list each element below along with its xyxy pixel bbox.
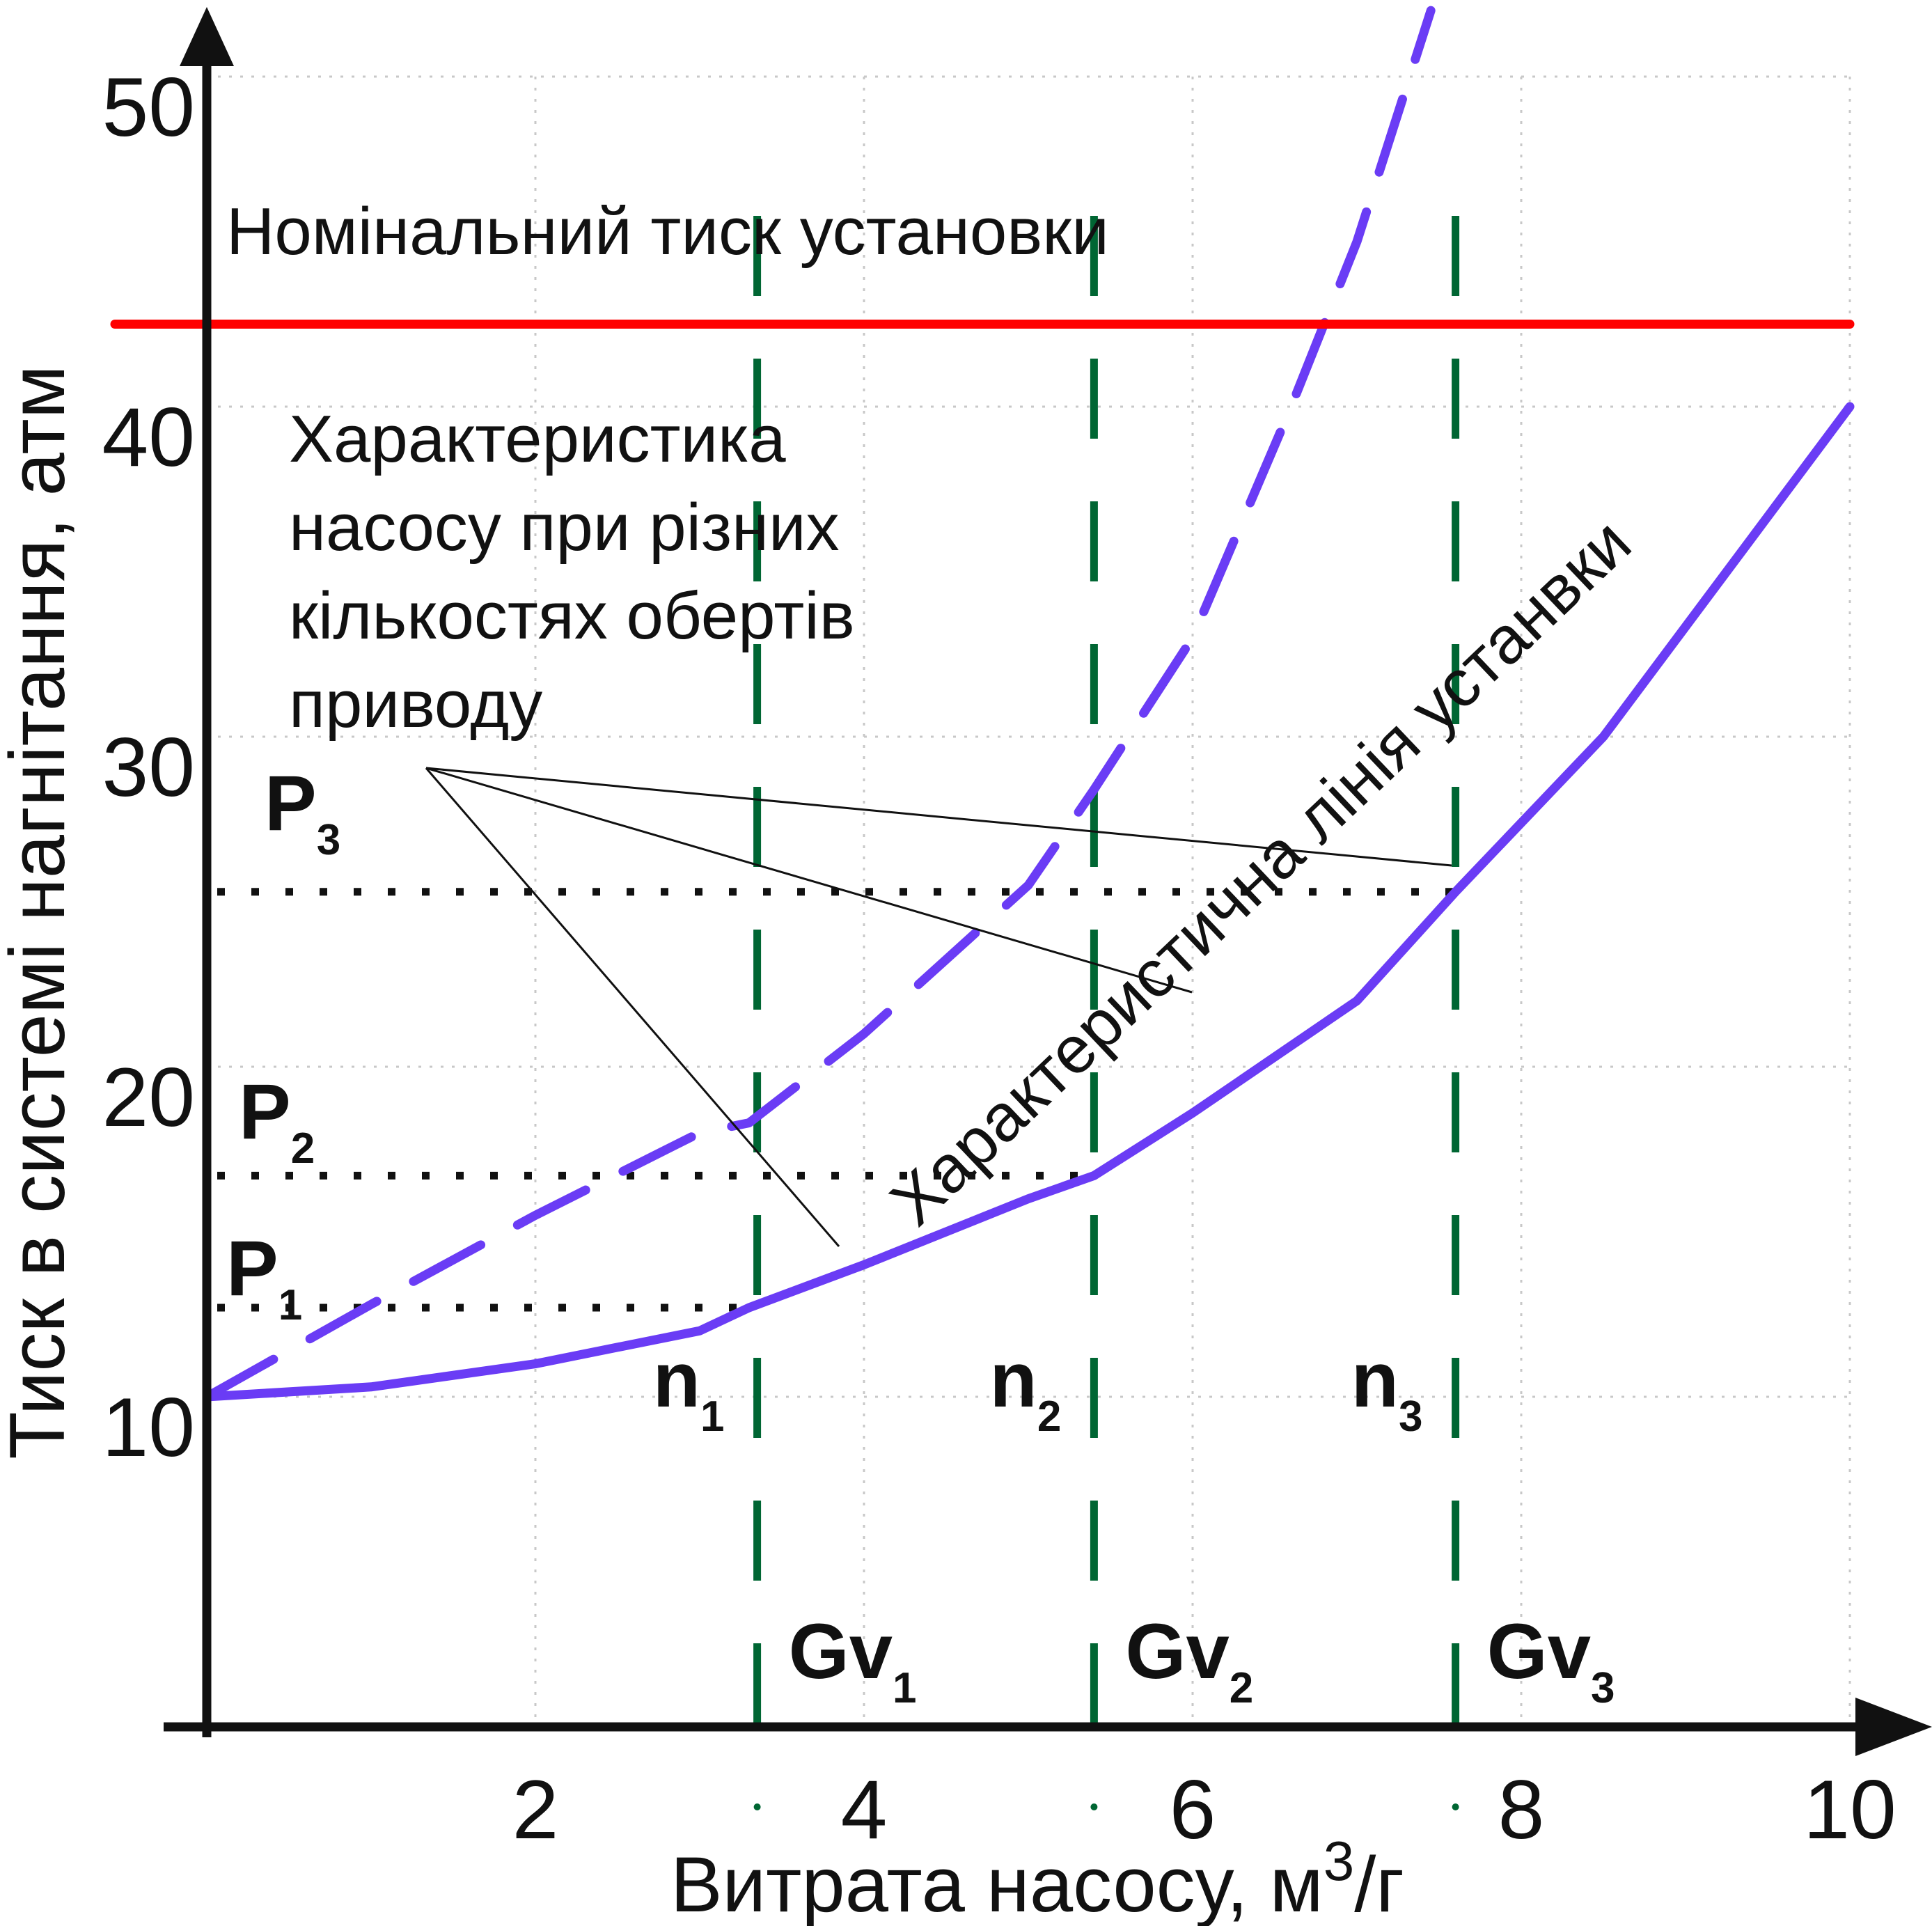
pressure-label-p: P3 bbox=[265, 760, 340, 864]
speed-line-tick-mark bbox=[1090, 1803, 1098, 1810]
flow-label-gv-sub: 3 bbox=[1591, 1664, 1615, 1712]
grid bbox=[207, 75, 1851, 1727]
flow-label-gv: Gv2 bbox=[1125, 1608, 1253, 1712]
y-tick-label: 50 bbox=[102, 61, 195, 154]
pressure-label-p-main: P bbox=[226, 1225, 278, 1312]
flow-label-gv-sub: 2 bbox=[1230, 1664, 1253, 1712]
x-axis-title-tail: /г bbox=[1354, 1841, 1404, 1926]
annotation-leaders bbox=[425, 767, 1452, 1247]
pressure-label-p: P1 bbox=[226, 1225, 302, 1329]
speed-label-n-main: n bbox=[1351, 1336, 1399, 1423]
speed-line-tick-mark bbox=[753, 1803, 761, 1810]
flow-label-gv-main: Gv bbox=[1125, 1608, 1229, 1695]
leader-line bbox=[425, 767, 1193, 994]
nominal-pressure-label: Номінальний тиск установки bbox=[226, 194, 1109, 269]
annotation-pump-line-3: кількостях обертів bbox=[289, 579, 855, 653]
x-tick-label: 2 bbox=[512, 1763, 559, 1856]
pressure-label-p-main: P bbox=[239, 1068, 291, 1155]
speed-label-n: n1 bbox=[653, 1336, 725, 1441]
speed-label-n-sub: 1 bbox=[700, 1393, 724, 1441]
pressure-label-p-sub: 1 bbox=[278, 1281, 302, 1329]
annotation-pump-line-1: Характеристика bbox=[289, 402, 786, 476]
tick-labels: 2 4 6 8 10 10 20 30 40 50 bbox=[102, 61, 1896, 1856]
speed-label-n: n3 bbox=[1351, 1336, 1423, 1441]
y-tick-label: 40 bbox=[102, 391, 195, 484]
speed-label-n-sub: 2 bbox=[1037, 1393, 1061, 1441]
flow-label-gv-sub: 1 bbox=[893, 1664, 916, 1712]
pump-curve-dashed bbox=[202, 6, 1436, 1402]
x-tick-label: 4 bbox=[841, 1763, 888, 1856]
pressure-label-p-sub: 2 bbox=[291, 1125, 315, 1173]
annotation-pump-line-2: насосу при різних bbox=[289, 490, 840, 565]
pressure-level-lines bbox=[217, 888, 1456, 1312]
speed-line-tick-mark bbox=[1452, 1803, 1459, 1810]
pressure-label-p: P2 bbox=[239, 1068, 315, 1173]
x-axis-title-main: Витрата насосу, м bbox=[670, 1841, 1324, 1926]
flow-label-gv-main: Gv bbox=[789, 1608, 893, 1695]
annotation-system: Характеристична лінія устанвки bbox=[877, 505, 1645, 1239]
x-axis-title-sup: 3 bbox=[1324, 1830, 1355, 1892]
curves bbox=[202, 6, 1855, 1402]
y-tick-label: 10 bbox=[102, 1381, 195, 1474]
x-tick-label: 6 bbox=[1170, 1763, 1216, 1856]
system-curve bbox=[202, 402, 1855, 1402]
speed-label-n: n2 bbox=[989, 1336, 1061, 1441]
pressure-label-p-main: P bbox=[265, 760, 317, 847]
x-axis-arrow bbox=[1855, 1698, 1932, 1756]
annotation-pump: Характеристика насосу при різних кількос… bbox=[289, 402, 873, 742]
speed-label-n-main: n bbox=[989, 1336, 1037, 1423]
y-tick-label: 30 bbox=[102, 721, 195, 814]
axes bbox=[164, 7, 1932, 1756]
x-tick-label: 8 bbox=[1498, 1763, 1545, 1856]
x-axis-title: Витрата насосу, м3/г bbox=[670, 1830, 1404, 1926]
leader-line bbox=[425, 767, 840, 1247]
pressure-label-p-sub: 3 bbox=[317, 816, 340, 864]
annotation-pump-line-4: приводу bbox=[289, 667, 542, 742]
speed-lines bbox=[753, 216, 1460, 1810]
speed-label-n-main: n bbox=[653, 1336, 700, 1423]
flow-label-gv-main: Gv bbox=[1487, 1608, 1591, 1695]
y-tick-label: 20 bbox=[102, 1051, 195, 1144]
flow-label-gv: Gv3 bbox=[1487, 1608, 1615, 1712]
leader-line bbox=[425, 767, 1452, 867]
x-tick-label: 10 bbox=[1803, 1763, 1896, 1856]
flow-label-gv: Gv1 bbox=[789, 1608, 917, 1712]
speed-label-n-sub: 3 bbox=[1399, 1393, 1422, 1441]
y-axis-title: Тиск в системі нагнітання, атм bbox=[0, 365, 81, 1459]
y-axis-arrow bbox=[180, 7, 234, 66]
